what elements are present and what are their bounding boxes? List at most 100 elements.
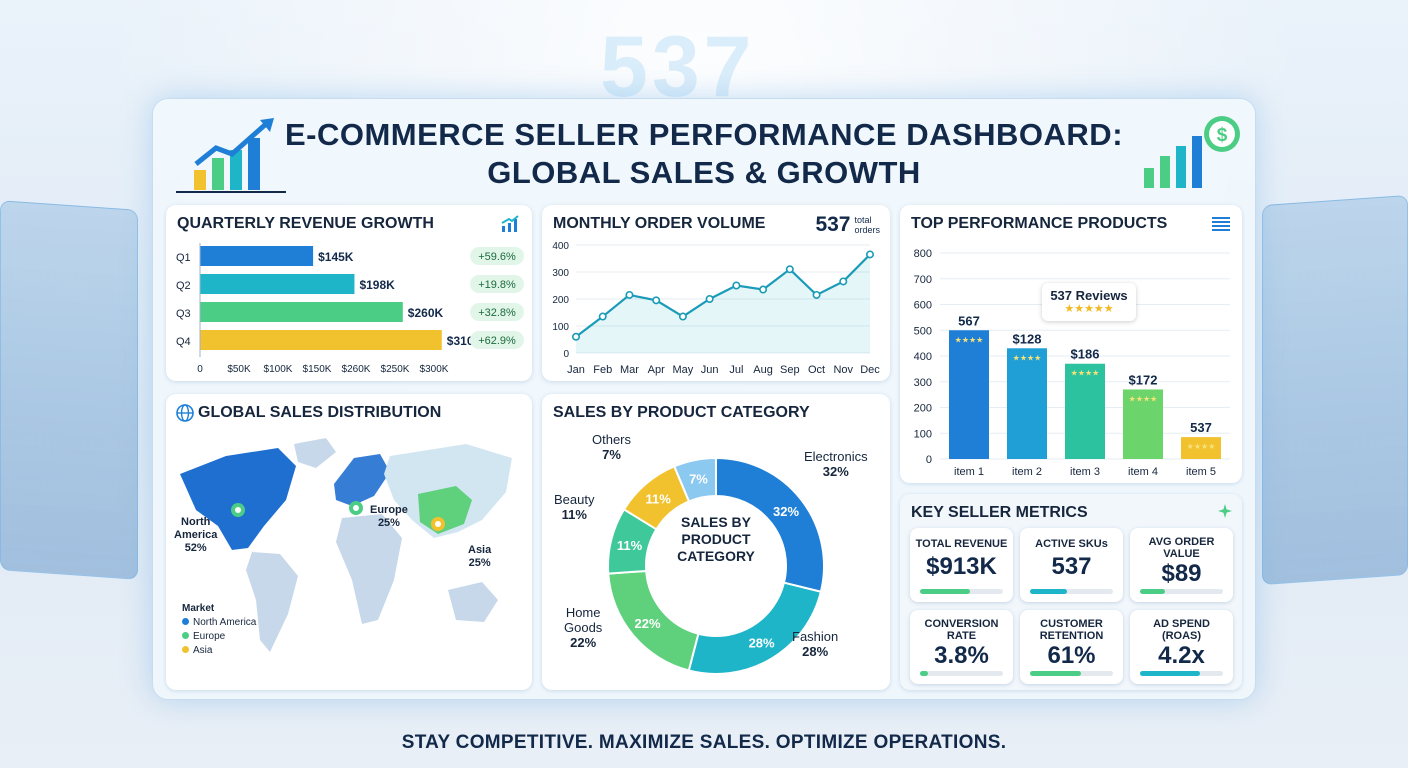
data-point bbox=[759, 285, 768, 294]
donut-center-label: SALES BY PRODUCT CATEGORY bbox=[666, 514, 766, 565]
metric-progress-bar bbox=[1030, 589, 1113, 594]
quarter-bar bbox=[200, 302, 403, 322]
slice-label: 22% bbox=[635, 616, 661, 631]
metric-value: $89 bbox=[1161, 560, 1202, 587]
tagline: STAY COMPETITIVE. MAXIMIZE SALES. OPTIMI… bbox=[401, 732, 1007, 753]
data-point bbox=[598, 312, 607, 321]
data-point bbox=[652, 296, 661, 305]
metric-label: CONVERSION RATE bbox=[924, 618, 999, 642]
metric-value: $913K bbox=[926, 553, 997, 580]
category-donut-chart: 32% 28% 22% 11% 11% 7% bbox=[607, 456, 825, 675]
label-name: Home Goods bbox=[564, 605, 603, 635]
metric-value: 3.8% bbox=[934, 642, 989, 669]
legend-title: Market bbox=[182, 603, 215, 614]
card-title: KEY SELLER METRICS bbox=[911, 504, 1088, 521]
product-bar bbox=[1007, 348, 1047, 459]
bar-value-label: $186 bbox=[1071, 347, 1100, 362]
card-title: SALES BY PRODUCT CATEGORY bbox=[553, 404, 810, 421]
label-electronics: Electronics 32% bbox=[804, 449, 868, 479]
bar-chart-icon bbox=[501, 215, 519, 232]
monthly-chart: 0 100 200 300 400 Jan Feb Mar Apr May Jun Jul Aug Sep… bbox=[552, 241, 880, 376]
center-line-3: CATEGORY bbox=[677, 548, 755, 564]
center-line-1: SALES BY bbox=[680, 514, 751, 530]
metric-value: 4.2x bbox=[1158, 642, 1205, 669]
area-fill bbox=[576, 254, 870, 353]
product-bar bbox=[949, 330, 989, 459]
globe-icon bbox=[176, 404, 194, 422]
x-tick-label: Oct bbox=[808, 364, 825, 376]
label-pct: 22% bbox=[570, 635, 597, 650]
key-metrics-card: KEY SELLER METRICS TOTAL REVENUE $913K ACT… bbox=[900, 494, 1242, 690]
center-line-2: PRODUCT bbox=[681, 531, 751, 547]
greenland-shape bbox=[294, 438, 336, 468]
total-label-1: total bbox=[854, 215, 872, 225]
label-pct: 28% bbox=[802, 644, 829, 659]
metric-tile: CONVERSION RATE 3.8% bbox=[910, 610, 1013, 684]
x-tick-label: item 5 bbox=[1186, 466, 1216, 478]
right-decor-panel bbox=[1262, 194, 1408, 586]
reviews-tooltip-stars: ★★★★★ bbox=[1064, 303, 1114, 315]
growth-label: +19.8% bbox=[478, 279, 516, 291]
metric-progress-fill bbox=[1030, 671, 1081, 676]
x-tick-label: Apr bbox=[648, 364, 665, 376]
metric-label: TOTAL REVENUE bbox=[915, 538, 1008, 550]
growth-chart-icon bbox=[176, 118, 286, 193]
total-label-2: orders bbox=[854, 225, 880, 235]
metric-tile: TOTAL REVENUE $913K bbox=[910, 528, 1013, 602]
y-tick-label: 100 bbox=[552, 322, 569, 333]
quarterly-chart: Q1 $145K +59.6% Q2 $198K +19.8% Q3 $260K +32.8% Q… bbox=[176, 243, 524, 375]
metric-progress-bar bbox=[1140, 589, 1223, 594]
africa-shape bbox=[336, 514, 402, 624]
europe-shape bbox=[334, 454, 390, 506]
growth-label: +32.8% bbox=[478, 307, 516, 319]
product-bar bbox=[1181, 437, 1221, 459]
metric-progress-fill bbox=[1030, 589, 1068, 594]
legend-item: North America bbox=[182, 616, 256, 630]
metric-label: AD SPEND (ROAS) bbox=[1153, 618, 1210, 642]
region-pct: 25% bbox=[377, 517, 400, 529]
region-europe: Europe 25% bbox=[370, 504, 408, 530]
bar-value-label: 567 bbox=[958, 313, 980, 328]
legend-dot bbox=[182, 632, 189, 639]
slice-label: 11% bbox=[617, 538, 643, 553]
label-pct: 32% bbox=[822, 464, 849, 479]
category-label: Q3 bbox=[176, 308, 191, 320]
slice-label: 7% bbox=[689, 472, 708, 487]
metric-progress-fill bbox=[920, 671, 929, 676]
label-name: Fashion bbox=[792, 629, 839, 644]
page-title: E-COMMERCE SELLER PERFORMANCE DASHBOARD:… bbox=[0, 116, 1408, 192]
region-name: Europe bbox=[370, 504, 408, 516]
card-title: MONTHLY ORDER VOLUME bbox=[553, 215, 766, 232]
x-tick-label: item 4 bbox=[1128, 466, 1158, 478]
y-tick-label: 600 bbox=[914, 300, 932, 312]
y-tick-label: 400 bbox=[552, 241, 569, 252]
legend-item: Asia bbox=[182, 644, 256, 658]
metric-progress-bar bbox=[920, 671, 1003, 676]
y-tick-label: 400 bbox=[914, 351, 932, 363]
x-tick-label: Mar bbox=[620, 364, 639, 376]
metric-progress-bar bbox=[920, 589, 1003, 594]
bar-stars: ★★★★ bbox=[1187, 442, 1216, 451]
category-label: Q2 bbox=[176, 280, 191, 292]
metric-tile: ACTIVE SKUs 537 bbox=[1020, 528, 1123, 602]
reviews-tooltip: 537 Reviews ★★★★★ bbox=[1042, 283, 1136, 321]
data-point bbox=[571, 332, 580, 341]
legend-item: Europe bbox=[182, 630, 256, 644]
data-point bbox=[812, 290, 821, 299]
x-tick-label: Aug bbox=[753, 364, 773, 376]
x-tick-label: Sep bbox=[780, 364, 800, 376]
x-tick-label: 0 bbox=[197, 364, 203, 375]
y-tick-label: 800 bbox=[914, 248, 932, 260]
australia-shape bbox=[448, 582, 498, 622]
label-name: Others bbox=[592, 432, 632, 447]
y-tick-label: 200 bbox=[552, 295, 569, 306]
data-point bbox=[865, 250, 874, 259]
card-title: TOP PERFORMANCE PRODUCTS bbox=[911, 215, 1168, 232]
x-tick-label: item 3 bbox=[1070, 466, 1100, 478]
label-others: Others 7% bbox=[592, 432, 631, 462]
label-home-goods: Home Goods 22% bbox=[564, 605, 602, 650]
x-tick-label: $100K bbox=[264, 364, 293, 375]
x-tick-label: Feb bbox=[593, 364, 612, 376]
card-title: GLOBAL SALES DISTRIBUTION bbox=[198, 404, 442, 421]
title-line-1: E-COMMERCE SELLER PERFORMANCE DASHBOARD: bbox=[284, 117, 1124, 152]
